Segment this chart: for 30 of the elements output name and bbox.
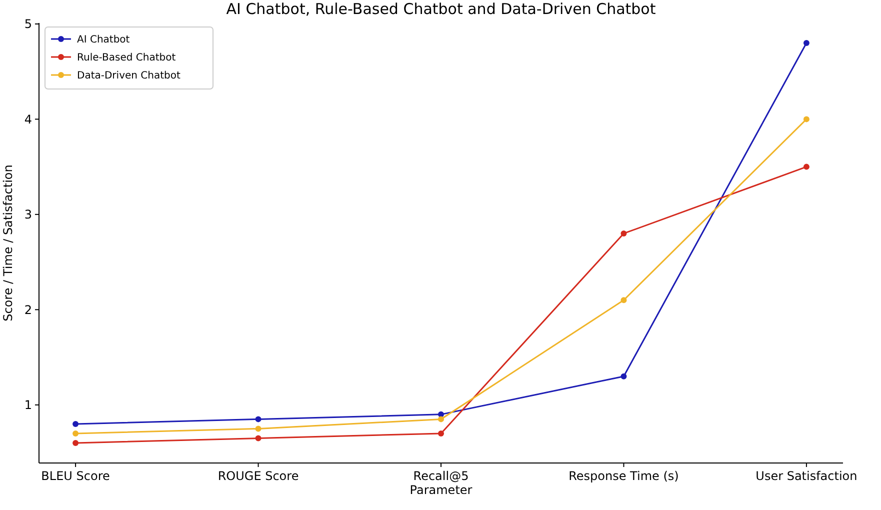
point [803, 40, 810, 46]
x-tick-label: ROUGE Score [218, 469, 299, 483]
y-tick-label: 4 [24, 112, 32, 126]
legend-label: Data-Driven Chatbot [77, 70, 180, 82]
point [620, 297, 627, 304]
x-tick-label: Recall@5 [413, 469, 469, 483]
point [803, 116, 810, 122]
chart-title: AI Chatbot, Rule-Based Chatbot and Data-Driven Chatbot [226, 0, 656, 18]
y-tick-label: 5 [24, 17, 32, 32]
x-tick-label: BLEU Score [41, 469, 110, 483]
point [803, 164, 810, 170]
point [255, 416, 262, 422]
point [620, 373, 627, 380]
y-tick-label: 3 [24, 208, 32, 222]
point [438, 430, 444, 436]
point [620, 230, 627, 236]
x-axis-title: Parameter [410, 483, 472, 497]
y-axis-title: Score / Time / Satisfaction [1, 164, 15, 322]
point [72, 440, 79, 446]
x-tick-label: User Satisfaction [756, 469, 858, 483]
point [438, 416, 444, 422]
point [255, 435, 262, 442]
y-tick-label: 1 [24, 398, 32, 412]
point [255, 426, 262, 432]
legend-label: Rule-Based Chatbot [77, 52, 176, 64]
x-tick-label: Response Time (s) [568, 469, 679, 483]
legend-label: AI Chatbot [77, 34, 130, 46]
point [72, 420, 79, 427]
y-tick-label: 2 [24, 302, 32, 317]
point [72, 430, 79, 436]
